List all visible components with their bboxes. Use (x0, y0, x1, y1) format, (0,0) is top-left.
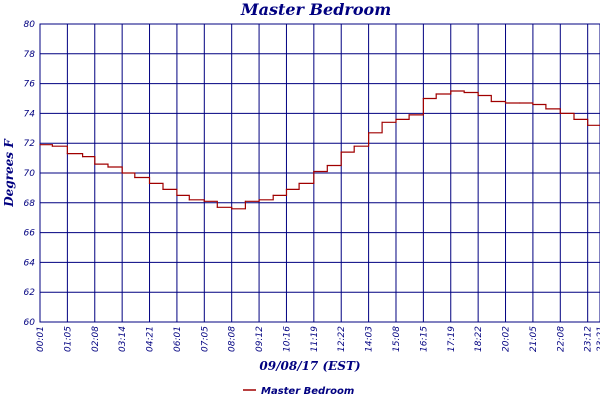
data-point (573, 118, 575, 120)
data-point (285, 188, 288, 190)
data-point (107, 166, 109, 168)
data-point (66, 153, 68, 155)
x-tick-label: 11:19 (310, 326, 320, 352)
x-tick-label: 14:03 (365, 326, 375, 352)
data-point (313, 170, 315, 173)
data-point (477, 94, 479, 97)
data-point (490, 100, 492, 103)
x-tick-label: 12:22 (337, 326, 347, 352)
x-tick-label: 07:05 (200, 326, 210, 352)
x-tick-label: 00:01 (36, 326, 46, 352)
data-point (51, 145, 54, 147)
x-tick-label: 16:15 (419, 326, 429, 352)
x-tick-label: 20:02 (502, 326, 512, 352)
data-point (148, 182, 151, 185)
x-tick-label: 08:08 (228, 326, 238, 352)
x-tick-label: 10:16 (282, 326, 292, 352)
y-tick-label: 76 (24, 80, 36, 90)
x-tick-label: 09:12 (255, 326, 265, 352)
x-tick-label: 23:12 (584, 326, 594, 352)
data-point (94, 163, 96, 165)
plot-area (39, 23, 600, 323)
data-point (326, 164, 328, 167)
data-point (244, 200, 246, 202)
x-axis-label: 09/08/17 (EST) (259, 359, 360, 373)
x-tick-label: 04:21 (146, 326, 156, 352)
gridlines (39, 23, 600, 323)
x-tick-label: 03:14 (118, 326, 128, 352)
data-point (463, 91, 465, 94)
data-point (340, 151, 342, 153)
data-point (408, 114, 410, 116)
data-point (532, 103, 534, 106)
data-point (353, 145, 355, 147)
data-point (272, 194, 274, 196)
data-point (203, 200, 205, 202)
data-point (39, 144, 41, 146)
y-tick-label: 80 (24, 20, 36, 30)
data-point (81, 156, 84, 158)
y-tick-label: 78 (24, 50, 36, 60)
x-tick-label: 06:01 (173, 326, 183, 352)
legend: Master Bedroom (243, 386, 354, 397)
x-tick-label: 21:05 (529, 326, 539, 352)
y-axis-label: Degrees F (2, 138, 16, 208)
y-tick-label: 74 (24, 109, 36, 119)
data-point (587, 124, 589, 126)
data-point (162, 188, 164, 190)
y-tick-label: 70 (24, 169, 36, 179)
data-point (188, 199, 190, 201)
x-axis-ticks: 00:01 01:05 02:08 03:14 04:21 06:01 07:05 08:08… (36, 326, 600, 352)
data-point (559, 112, 561, 114)
x-tick-label: 22:08 (556, 326, 566, 352)
data-point (545, 108, 547, 110)
data-point (231, 208, 233, 210)
data-point (395, 118, 397, 120)
legend-label: Master Bedroom (261, 386, 354, 397)
series-layer (39, 90, 600, 210)
x-tick-label: 01:05 (63, 326, 73, 352)
y-tick-label: 60 (24, 318, 36, 328)
x-tick-label: 18:22 (474, 326, 484, 352)
y-tick-label: 64 (24, 258, 36, 268)
y-tick-label: 62 (24, 288, 36, 298)
data-point (368, 132, 370, 134)
data-point (121, 172, 123, 174)
data-point (422, 97, 424, 100)
x-tick-label: 02:08 (91, 326, 101, 352)
data-point (504, 102, 507, 104)
data-point (381, 121, 383, 123)
y-tick-label: 72 (24, 139, 36, 149)
data-point (134, 176, 136, 179)
x-tick-label: 17:19 (447, 326, 457, 352)
x-tick-label: 23:21 (596, 326, 600, 352)
data-point (519, 102, 521, 104)
chart-title: Master Bedroom (240, 0, 391, 19)
data-point (216, 206, 218, 208)
data-point (176, 194, 178, 196)
y-tick-label: 66 (24, 229, 36, 239)
y-axis-ticks: 60 62 64 66 68 70 72 74 76 78 80 (24, 20, 36, 328)
data-point (450, 90, 452, 92)
data-point (298, 182, 300, 185)
x-tick-label: 15:08 (392, 326, 402, 352)
data-point (435, 93, 437, 95)
y-tick-label: 68 (24, 199, 36, 209)
data-point (258, 199, 260, 201)
